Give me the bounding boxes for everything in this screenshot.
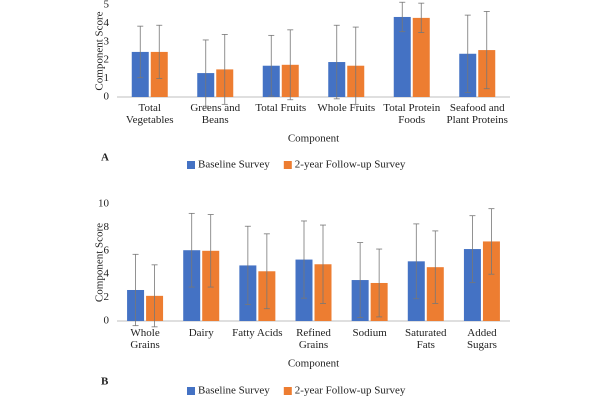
y-axis-label: Component Score	[94, 11, 106, 90]
legend-swatch	[187, 161, 195, 169]
x-tick-label-box: Total Fruits	[255, 102, 307, 114]
x-tick-label: Greens and Beans	[190, 102, 241, 126]
x-tick-label-box: Added Sugars	[466, 327, 497, 351]
x-tick-label-box: Refined Grains	[296, 327, 331, 351]
x-tick-label-box: Saturated Fats	[405, 327, 447, 351]
legend-label: Baseline Survey	[198, 159, 270, 171]
x-tick-label: Added Sugars	[466, 327, 497, 351]
y-tick-label: 5	[104, 0, 110, 11]
y-tick-label: 4	[104, 268, 110, 280]
x-tick-label: Fatty Acids	[232, 327, 283, 339]
y-tick-label: 10	[98, 198, 110, 210]
x-tick-label-box: Seafood and Plant Proteins	[446, 102, 508, 126]
y-tick-label: 8	[104, 221, 110, 233]
y-axis-label: Component Score	[94, 223, 106, 302]
legend-label: 2-year Follow-up Survey	[295, 385, 406, 397]
legend-swatch	[187, 387, 195, 395]
bar	[412, 17, 430, 98]
y-tick-label: 0	[104, 91, 110, 103]
x-tick-label: Total Fruits	[255, 102, 307, 114]
x-tick-label-box: Total Protein Foods	[383, 102, 441, 126]
x-tick-label-box: Sodium	[352, 327, 387, 339]
x-tick-label: Total Vegetables	[125, 102, 174, 126]
x-tick-label-box: Dairy	[188, 327, 214, 339]
y-tick-label: 1	[104, 72, 110, 84]
y-tick-label: 3	[104, 35, 110, 47]
x-tick-label: Seafood and Plant Proteins	[446, 102, 508, 126]
x-tick-label: Whole Fruits	[317, 102, 376, 114]
x-axis-label: Component	[288, 133, 339, 145]
x-tick-label-box: Whole Fruits	[317, 102, 376, 114]
x-axis-label: Component	[288, 358, 339, 370]
bar	[393, 16, 411, 97]
x-tick-label: Sodium	[352, 327, 387, 339]
x-tick-label: Dairy	[188, 327, 214, 339]
x-tick-label-box: Greens and Beans	[190, 102, 241, 126]
x-tick-label: Refined Grains	[296, 327, 331, 351]
bar	[482, 241, 500, 321]
panel-label: A	[101, 152, 109, 164]
legend-label: 2-year Follow-up Survey	[295, 159, 406, 171]
x-tick-label: Whole Grains	[130, 327, 160, 351]
legend-label: Baseline Survey	[198, 385, 270, 397]
legend-swatch	[283, 161, 292, 169]
x-tick-label-box: Fatty Acids	[232, 327, 283, 339]
y-tick-label: 2	[104, 54, 110, 66]
y-tick-label: 2	[104, 291, 110, 303]
y-tick-label: 6	[104, 244, 110, 256]
x-tick-label-box: Total Vegetables	[125, 102, 174, 126]
bar	[463, 249, 481, 321]
y-tick-label: 4	[104, 17, 110, 29]
x-tick-label: Saturated Fats	[405, 327, 447, 351]
panel-label: B	[101, 376, 109, 388]
x-tick-label: Total Protein Foods	[383, 102, 441, 126]
y-tick-label: 0	[104, 315, 110, 327]
legend-swatch	[283, 387, 292, 395]
x-tick-label-box: Whole Grains	[130, 327, 160, 351]
